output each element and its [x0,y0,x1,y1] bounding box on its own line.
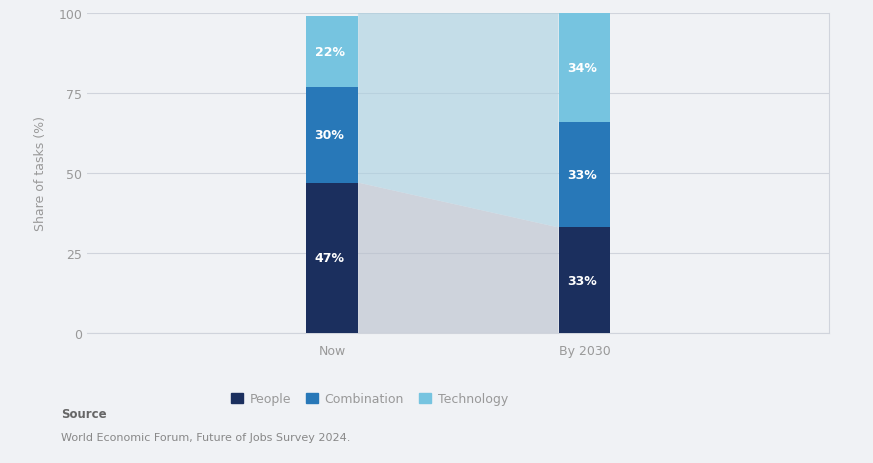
Bar [559,14,610,123]
Polygon shape [358,14,559,228]
Bar [559,228,610,333]
Text: 22%: 22% [314,46,345,59]
Legend: People, Combination, Technology: People, Combination, Technology [225,388,513,411]
Text: 33%: 33% [567,274,597,287]
Bar [306,17,358,88]
Bar [306,183,358,333]
Text: 47%: 47% [314,252,345,265]
Bar [559,123,610,228]
Bar [306,88,358,183]
Y-axis label: Share of tasks (%): Share of tasks (%) [34,116,47,231]
Text: 33%: 33% [567,169,597,181]
Text: 34%: 34% [567,62,597,75]
Text: World Economic Forum, Future of Jobs Survey 2024.: World Economic Forum, Future of Jobs Sur… [61,432,350,442]
Polygon shape [358,183,559,333]
Text: 30%: 30% [314,129,345,142]
Text: Source: Source [61,407,107,419]
